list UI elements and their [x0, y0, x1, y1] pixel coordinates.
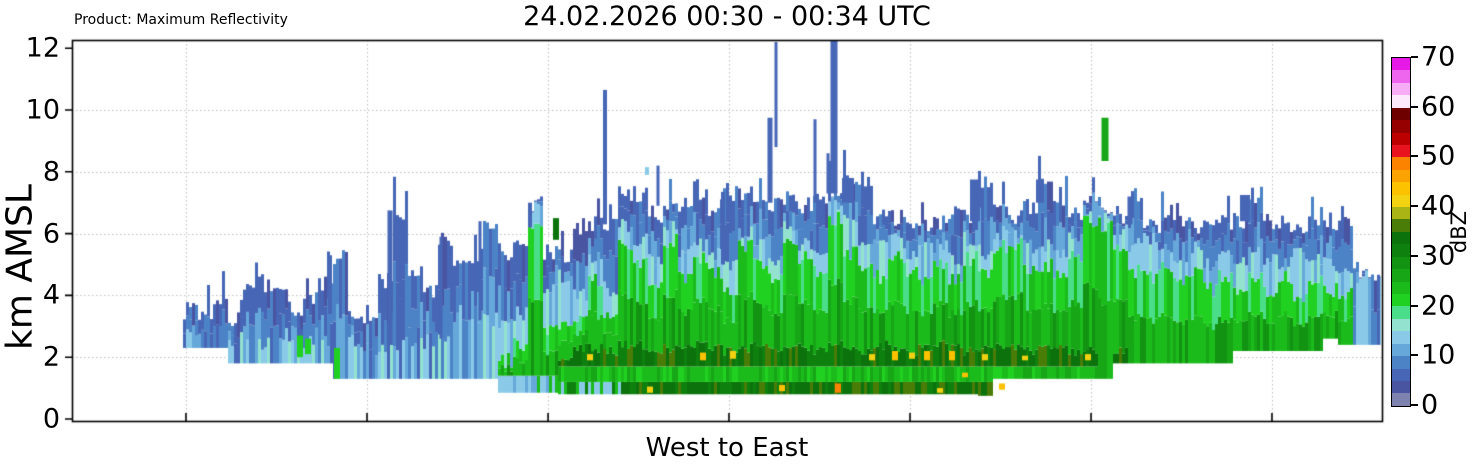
colorbar-tick-label: 40 [1421, 190, 1456, 222]
colorbar-tick-label: 60 [1421, 91, 1456, 123]
colorbar-tick-label: 20 [1421, 290, 1456, 322]
colorbar-segment [1392, 144, 1410, 158]
y-tick-label: 8 [42, 156, 60, 188]
colorbar-segment [1392, 269, 1410, 282]
colorbar-tick-label: 10 [1421, 339, 1456, 371]
colorbar-tick-label: 70 [1421, 41, 1456, 73]
colorbar-segment [1392, 343, 1410, 357]
colorbar-segment [1392, 380, 1410, 394]
colorbar-segment [1392, 82, 1410, 96]
y-axis-label: km AMSL [0, 184, 41, 350]
y-tick-label: 4 [42, 279, 60, 311]
y-tick-label: 2 [42, 341, 60, 373]
colorbar-tick-mark [1411, 254, 1418, 257]
colorbar-tick-label: 30 [1421, 240, 1456, 272]
colorbar-segment [1392, 219, 1410, 232]
colorbar-segment [1392, 70, 1410, 83]
colorbar-tick-mark [1411, 56, 1418, 58]
colorbar-tick-mark [1411, 354, 1418, 357]
colorbar-tick-label: 0 [1421, 389, 1439, 421]
colorbar-segment [1392, 207, 1410, 220]
chart-title: 24.02.2026 00:30 - 00:34 UTC [523, 1, 931, 32]
colorbar-segment [1392, 182, 1410, 195]
colorbar-tick-mark [1411, 205, 1418, 208]
colorbar-segment [1392, 107, 1410, 121]
colorbar-segment [1392, 95, 1410, 108]
colorbar-segment [1392, 281, 1410, 295]
colorbar-segment [1392, 393, 1410, 406]
colorbar-segment [1392, 169, 1410, 183]
x-axis-label: West to East [645, 433, 809, 463]
colorbar-segment [1392, 368, 1410, 381]
colorbar-segment [1392, 120, 1410, 133]
y-tick-label: 0 [42, 403, 60, 435]
colorbar-segment [1392, 331, 1410, 344]
colorbar-segment [1392, 58, 1410, 71]
y-tick-label: 6 [42, 218, 60, 250]
y-tick-label: 12 [25, 32, 60, 64]
colorbar-tick-mark [1411, 404, 1418, 406]
colorbar-segment [1392, 306, 1410, 319]
colorbar-tick-mark [1411, 155, 1418, 158]
colorbar-tick-label: 50 [1421, 140, 1456, 172]
colorbar-segment [1392, 231, 1410, 245]
colorbar-segment [1392, 318, 1410, 332]
product-label: Product: Maximum Reflectivity [74, 12, 288, 28]
colorbar-segment [1392, 356, 1410, 369]
colorbar-segment [1392, 194, 1410, 208]
colorbar-segment [1392, 244, 1410, 257]
colorbar-tick-mark [1411, 105, 1418, 108]
colorbar-segment [1392, 132, 1410, 145]
colorbar-segment [1392, 256, 1410, 270]
y-tick-label: 10 [25, 94, 60, 126]
colorbar-segment [1392, 294, 1410, 307]
colorbar-tick-mark [1411, 304, 1418, 307]
colorbar [1391, 57, 1411, 407]
colorbar-segment [1392, 157, 1410, 170]
